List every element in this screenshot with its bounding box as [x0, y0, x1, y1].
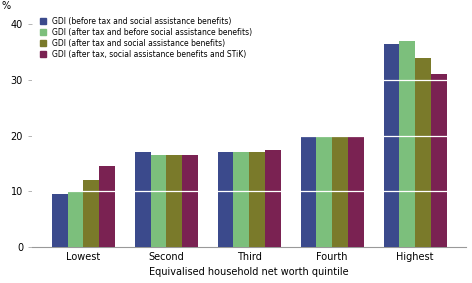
Y-axis label: %: % — [1, 1, 10, 11]
Bar — [384, 44, 399, 247]
Bar — [348, 136, 364, 247]
Legend: GDI (before tax and social assistance benefits), GDI (after tax and before socia: GDI (before tax and social assistance be… — [40, 17, 253, 59]
Bar — [84, 180, 99, 247]
Bar — [218, 153, 234, 247]
Bar — [399, 41, 415, 247]
Bar — [67, 191, 84, 247]
Bar — [234, 153, 249, 247]
Bar — [182, 155, 198, 247]
Bar — [332, 136, 348, 247]
Bar — [249, 153, 265, 247]
Bar — [431, 74, 447, 247]
Bar — [151, 155, 166, 247]
X-axis label: Equivalised household net worth quintile: Equivalised household net worth quintile — [150, 267, 349, 277]
Bar — [135, 153, 151, 247]
Bar — [316, 136, 332, 247]
Bar — [99, 166, 115, 247]
Bar — [166, 155, 182, 247]
Bar — [52, 194, 67, 247]
Bar — [301, 136, 316, 247]
Bar — [265, 150, 281, 247]
Bar — [415, 58, 431, 247]
